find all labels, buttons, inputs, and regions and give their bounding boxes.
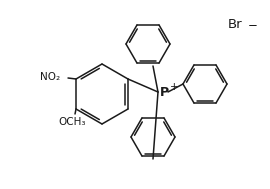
Text: Br: Br xyxy=(228,18,243,30)
Text: OCH₃: OCH₃ xyxy=(58,117,86,127)
Text: NO₂: NO₂ xyxy=(40,72,60,82)
Text: −: − xyxy=(248,19,258,33)
Text: P: P xyxy=(160,85,169,98)
Text: +: + xyxy=(170,82,179,92)
